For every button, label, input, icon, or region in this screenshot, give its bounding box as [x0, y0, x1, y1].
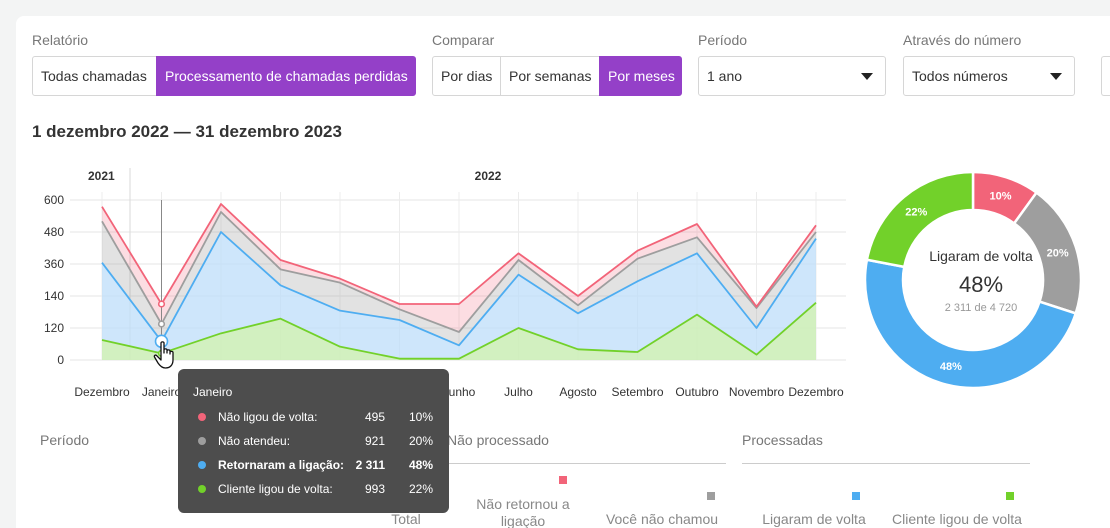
donut-slice-label: 22%: [905, 206, 927, 218]
tooltip-row-value: 2 311: [355, 458, 385, 472]
donut-slice-label: 20%: [1047, 247, 1069, 259]
legend-square: [852, 492, 860, 500]
tooltip-row: Não atendeu: 921 20%: [178, 432, 449, 450]
you-did-not-call-col-label: Você não chamou: [605, 511, 719, 527]
processed-label: Processadas: [742, 432, 823, 448]
tooltip-row-pct: 22%: [408, 482, 433, 496]
donut-slice-label: 48%: [940, 361, 962, 373]
legend-dot: [198, 413, 206, 421]
client-called-back-col-label: Cliente ligou de volta: [892, 511, 1022, 527]
divider: [742, 463, 1030, 464]
y-tick-label: 600: [44, 193, 64, 207]
compare-months-button[interactable]: Por meses: [599, 56, 682, 96]
tooltip-row-pct: 48%: [408, 458, 433, 472]
area-band: [102, 232, 816, 359]
hover-point: [157, 320, 166, 328]
compare-label: Comparar: [432, 32, 495, 48]
y-tick-label: 360: [44, 257, 64, 271]
number-select[interactable]: Todos números: [903, 56, 1075, 96]
tooltip-row-value: 993: [364, 482, 385, 496]
called-back-col-label: Ligaram de volta: [762, 511, 866, 527]
area-band: [102, 302, 816, 360]
report-all-calls-button[interactable]: Todas chamadas: [32, 56, 157, 96]
series-line: [101, 203, 817, 308]
tooltip-row-name: Não ligou de volta:: [218, 410, 318, 424]
extra-select[interactable]: [1101, 56, 1110, 96]
tooltip-row: Não ligou de volta: 495 10%: [178, 408, 449, 426]
legend-square: [1006, 492, 1014, 500]
chevron-down-icon: [861, 72, 873, 80]
donut-center-value: 48%: [959, 272, 1003, 297]
x-tick-label: Novembro: [729, 385, 785, 399]
chart-tooltip: Janeiro Não ligou de volta: 495 10% Não …: [178, 369, 449, 513]
x-tick-label: Outubro: [675, 385, 719, 399]
total-label: Total: [391, 511, 421, 527]
donut-center-sub: 2 311 de 4 720: [945, 302, 1018, 314]
donut-center-label: Ligaram de volta: [929, 248, 1033, 264]
tooltip-row-value: 495: [364, 410, 385, 424]
year-label: 2021: [88, 169, 115, 183]
tooltip-row-value: 921: [364, 434, 385, 448]
legend-dot: [198, 437, 206, 445]
period-select[interactable]: 1 ano: [698, 56, 886, 96]
tooltip-row-name: Não atendeu:: [218, 434, 291, 448]
y-tick-label: 120: [44, 321, 64, 335]
x-tick-label: Julho: [504, 385, 533, 399]
donut-slice-label: 10%: [989, 190, 1011, 202]
number-select-value: Todos números: [912, 68, 1008, 84]
x-tick-label: Dezembro: [788, 385, 844, 399]
tooltip-title: Janeiro: [193, 385, 233, 399]
bottom-period-label: Período: [40, 432, 90, 448]
not-returned-col-label: Não retornou a ligação: [476, 496, 570, 528]
not-processed-label: Não processado: [447, 432, 549, 448]
tooltip-row-pct: 10%: [408, 410, 433, 424]
tooltip-row: Retornaram a ligação: 2 311 48%: [178, 456, 449, 474]
x-tick-label: Janeiro: [142, 385, 182, 399]
report-label: Relatório: [32, 32, 89, 48]
area-band: [102, 204, 816, 332]
x-tick-label: Agosto: [559, 385, 597, 399]
year-label: 2022: [475, 169, 502, 183]
period-label: Período: [698, 32, 748, 48]
compare-weeks-button[interactable]: Por semanas: [500, 56, 600, 96]
report-missed-calls-button[interactable]: Processamento de chamadas perdidas: [156, 56, 416, 96]
hand-cursor-icon: [153, 341, 174, 369]
x-tick-label: Setembro: [611, 385, 663, 399]
y-tick-label: 140: [44, 289, 64, 303]
tooltip-row-pct: 20%: [408, 434, 433, 448]
tooltip-row: Cliente ligou de volta: 993 22%: [178, 480, 449, 498]
period-select-value: 1 ano: [707, 68, 743, 84]
legend-square: [559, 476, 567, 484]
y-tick-label: 480: [44, 225, 64, 239]
donut-slice: [863, 258, 1078, 390]
divider: [447, 463, 726, 464]
date-range-title: 1 dezembro 2022 — 31 dezembro 2023: [32, 122, 342, 141]
number-label: Através do número: [903, 32, 1022, 48]
tooltip-row-name: Cliente ligou de volta:: [218, 482, 333, 496]
legend-dot: [198, 461, 206, 469]
hover-point: [157, 300, 166, 308]
donut-slice: [865, 170, 975, 269]
legend-dot: [198, 485, 206, 493]
tooltip-row-name: Retornaram a ligação:: [218, 458, 345, 472]
y-tick-label: 0: [57, 353, 64, 367]
legend-square: [707, 492, 715, 500]
x-tick-label: Junho: [443, 385, 476, 399]
series-line: [101, 301, 817, 360]
series-line: [101, 231, 817, 347]
x-tick-label: Dezembro: [74, 385, 130, 399]
series-line: [101, 211, 817, 333]
chevron-down-icon: [1050, 72, 1062, 80]
